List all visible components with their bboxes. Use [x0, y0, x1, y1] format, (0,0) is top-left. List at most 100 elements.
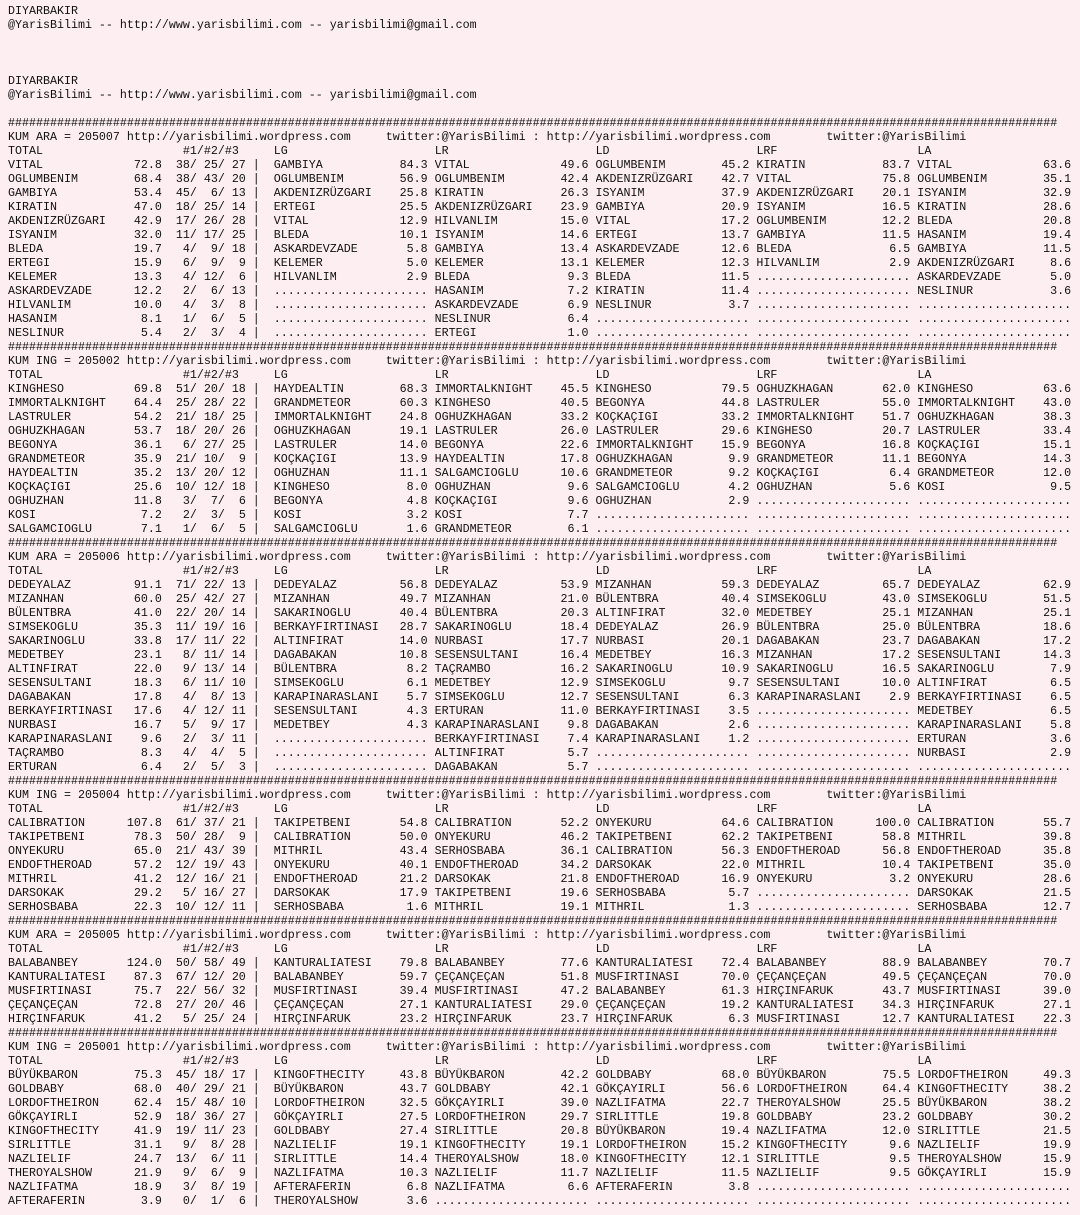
rank-value: 21 [175, 410, 190, 424]
rank-separator: / [189, 452, 197, 466]
la-cell: ...................... [917, 1194, 1071, 1208]
ld-cell: MIZANHAN 59.3 [596, 578, 750, 592]
horse-name: OGHUZKHAGAN [273, 424, 351, 438]
la-cell: MIZANHAN 25.1 [917, 606, 1071, 620]
lr-cell: GÖKÇAYIRLI 39.0 [435, 1096, 589, 1110]
table-row: OGLUMBENIM 68.4 38/43/20 | OGLUMBENIM 56.9 OGL… [8, 172, 1080, 186]
rank-value: 10 [175, 480, 190, 494]
lr-score: 17.8 [560, 452, 589, 466]
la-score: 3.6 [1050, 732, 1072, 746]
rank-value: 11 [175, 228, 190, 242]
lr-score: 9.6 [567, 494, 589, 508]
total-cell: ALTINFIRAT 22.0 [8, 662, 162, 676]
horse-name: TAÇRAMBO [434, 662, 491, 676]
rank-value: 22 [175, 606, 190, 620]
lr-score: 19.1 [560, 1138, 589, 1152]
rank-value: 6 [238, 270, 246, 284]
lr-cell: DARSOKAK 21.8 [435, 872, 589, 886]
lrf-cell: MEDETBEY 25.1 [756, 606, 910, 620]
rank-separator: / [217, 1110, 225, 1124]
lr-score: 39.0 [560, 1096, 589, 1110]
rank-value: 10 [175, 900, 190, 914]
rank-value: 4 [182, 298, 190, 312]
city-title: DIYARBAKIR [8, 74, 78, 88]
rank-separator: / [217, 508, 225, 522]
rank-value: 5 [238, 522, 246, 536]
lr-score: 19.6 [560, 886, 589, 900]
rank-points: 12/16/21 [169, 872, 246, 886]
rank-separator: / [189, 1138, 197, 1152]
column-separator: | [252, 998, 260, 1012]
horse-name: CALIBRATION [434, 816, 512, 830]
contact-line: @YarisBilimi -- http://www.yarisbilimi.c… [8, 88, 477, 102]
ld-cell: ERTEGI 13.7 [596, 228, 750, 242]
rank-separator: / [217, 900, 225, 914]
lrf-cell: ...................... [756, 732, 910, 746]
rank-value: 0 [182, 1194, 190, 1208]
column-separator: | [252, 1124, 260, 1138]
lg-score: 54.8 [399, 816, 428, 830]
rank-separator: / [189, 186, 197, 200]
empty-filler: ...................... [917, 326, 1072, 340]
lrf-cell: KANTURALIATESI 34.3 [756, 998, 910, 1012]
la-cell: MUSFIRTINASI 39.0 [917, 984, 1071, 998]
rank-value: 18 [175, 200, 190, 214]
rank-value: 12 [203, 270, 218, 284]
column-headers: TOTAL #1/#2/#3 LG LR LD LRF LA [8, 1054, 1080, 1068]
la-cell: ASKARDEVZADE 5.0 [917, 270, 1071, 284]
rank-points: 18/36/27 [169, 1110, 246, 1124]
column-header-: #1/#2/#3 [182, 942, 239, 956]
total-score: 68.4 [133, 172, 162, 186]
lrf-score: 58.8 [882, 830, 911, 844]
rank-points: 51/20/18 [169, 382, 246, 396]
rank-separator: / [217, 186, 225, 200]
rank-value: 20 [203, 466, 218, 480]
total-cell: AFTERAFERIN 3.9 [8, 1194, 162, 1208]
rank-value: 13 [203, 662, 218, 676]
rank-value: 2 [182, 732, 190, 746]
horse-name: ALTINFIRAT [595, 606, 666, 620]
lr-score: 9.3 [567, 270, 589, 284]
horse-name: SESENSULTANI [756, 676, 841, 690]
horse-name: KARAPINARASLANI [8, 732, 113, 746]
la-score: 17.2 [1043, 634, 1072, 648]
rank-value: 16 [203, 886, 218, 900]
total-score: 53.7 [133, 424, 162, 438]
lr-score: 6.4 [567, 312, 589, 326]
horse-name: VITAL [8, 158, 43, 172]
la-cell: GRANDMETEOR 12.0 [917, 466, 1071, 480]
total-score: 65.0 [133, 844, 162, 858]
column-header-total: TOTAL [8, 802, 43, 816]
ld-score: 15.2 [721, 1138, 750, 1152]
rank-separator: / [217, 172, 225, 186]
total-cell: SALGAMCIOGLU 7.1 [8, 522, 162, 536]
la-score: 27.1 [1043, 998, 1072, 1012]
rank-points: 12/19/43 [169, 858, 246, 872]
column-separator: | [252, 1180, 260, 1194]
total-score: 8.1 [140, 312, 162, 326]
ld-cell: IMMORTALKNIGHT 15.9 [596, 438, 750, 452]
ld-cell: GAMBIYA 20.9 [596, 200, 750, 214]
column-separator: | [252, 984, 260, 998]
la-cell: KINGOFTHECITY 38.2 [917, 1082, 1071, 1096]
horse-name: KARAPINARASLANI [756, 690, 862, 704]
rank-points: 4/12/6 [169, 270, 246, 284]
horse-name: KANTURALIATESI [8, 970, 106, 984]
horse-name: MIZANHAN [917, 606, 974, 620]
rank-points: 3/7/6 [169, 494, 246, 508]
rank-value: 9 [238, 256, 246, 270]
horse-name: GRANDMETEOR [917, 466, 995, 480]
rank-separator: / [189, 480, 197, 494]
rank-separator: / [217, 578, 225, 592]
horse-name: HAYDEALTIN [434, 452, 505, 466]
ld-score: 56.3 [721, 844, 750, 858]
horse-name: IMMORTALKNIGHT [756, 410, 855, 424]
rank-separator: / [217, 1152, 225, 1166]
lrf-score: 2.9 [889, 256, 911, 270]
total-score: 7.2 [140, 508, 162, 522]
colon: : [532, 130, 540, 144]
lg-score: 17.9 [399, 886, 428, 900]
rank-value: 7 [210, 494, 218, 508]
rank-value: 18 [203, 410, 218, 424]
horse-name: ISYANIM [434, 228, 484, 242]
